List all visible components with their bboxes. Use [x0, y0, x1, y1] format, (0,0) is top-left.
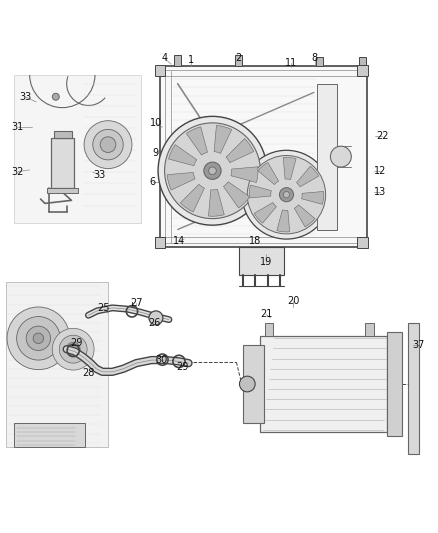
Circle shape — [240, 376, 255, 392]
Text: 37: 37 — [412, 340, 424, 350]
Text: 32: 32 — [12, 167, 24, 176]
Bar — [359, 56, 366, 66]
Text: 2: 2 — [236, 53, 242, 63]
Bar — [199, 160, 226, 182]
Bar — [239, 247, 284, 275]
Bar — [365, 323, 374, 336]
Bar — [265, 323, 273, 336]
Wedge shape — [297, 166, 319, 187]
Text: 4: 4 — [162, 53, 168, 63]
Wedge shape — [169, 144, 197, 166]
Wedge shape — [258, 163, 279, 184]
Wedge shape — [180, 184, 205, 212]
Bar — [260, 336, 387, 432]
Wedge shape — [187, 127, 208, 155]
Circle shape — [208, 167, 216, 175]
Bar — [174, 55, 181, 66]
Bar — [155, 237, 166, 248]
Text: 6: 6 — [150, 176, 156, 187]
Circle shape — [165, 123, 260, 219]
Text: 21: 21 — [260, 309, 272, 319]
Circle shape — [283, 191, 290, 198]
Wedge shape — [277, 210, 290, 232]
Text: 20: 20 — [287, 296, 299, 306]
Text: 33: 33 — [19, 92, 32, 102]
Circle shape — [66, 342, 80, 356]
Circle shape — [33, 333, 44, 344]
Bar — [6, 282, 108, 447]
Bar — [47, 188, 78, 193]
Bar — [276, 186, 297, 204]
Bar — [14, 423, 85, 447]
Bar — [53, 131, 72, 138]
Text: 29: 29 — [70, 338, 82, 348]
Bar — [243, 345, 264, 423]
Wedge shape — [226, 139, 254, 163]
Text: 12: 12 — [374, 166, 386, 176]
Wedge shape — [249, 185, 271, 198]
Bar — [160, 66, 367, 247]
Text: 31: 31 — [12, 122, 24, 132]
Bar — [317, 84, 336, 230]
Text: 10: 10 — [150, 118, 162, 128]
Circle shape — [100, 137, 116, 152]
Circle shape — [330, 146, 351, 167]
Circle shape — [59, 335, 87, 363]
Circle shape — [26, 326, 50, 351]
Circle shape — [52, 328, 94, 370]
Wedge shape — [294, 205, 315, 227]
Text: 25: 25 — [97, 303, 110, 313]
Text: 33: 33 — [93, 170, 106, 180]
Text: 18: 18 — [249, 236, 261, 246]
Wedge shape — [214, 125, 232, 154]
Bar — [357, 66, 368, 76]
Wedge shape — [231, 167, 258, 182]
Circle shape — [84, 120, 132, 168]
Bar — [14, 75, 141, 223]
Text: 30: 30 — [155, 355, 168, 365]
Circle shape — [52, 93, 59, 100]
Text: 11: 11 — [285, 58, 297, 68]
Wedge shape — [167, 172, 195, 190]
Bar — [235, 55, 242, 66]
Wedge shape — [302, 191, 324, 204]
Text: 22: 22 — [376, 131, 389, 141]
Text: 19: 19 — [260, 257, 272, 267]
Wedge shape — [254, 203, 276, 223]
Circle shape — [247, 156, 325, 234]
Wedge shape — [283, 157, 296, 180]
Text: 27: 27 — [130, 298, 142, 309]
Text: 9: 9 — [153, 148, 159, 158]
Wedge shape — [223, 182, 250, 208]
Circle shape — [17, 317, 60, 360]
Circle shape — [242, 150, 331, 239]
Circle shape — [204, 162, 221, 180]
Text: 1: 1 — [187, 55, 194, 65]
Text: 13: 13 — [374, 187, 386, 197]
Circle shape — [158, 116, 267, 225]
Circle shape — [149, 311, 163, 325]
Bar — [408, 323, 419, 454]
Text: 14: 14 — [173, 236, 185, 246]
Text: 26: 26 — [148, 318, 161, 328]
Text: 29: 29 — [176, 361, 188, 372]
Bar — [357, 237, 368, 248]
Text: 28: 28 — [82, 368, 95, 378]
Circle shape — [279, 188, 293, 201]
Bar — [155, 66, 166, 76]
Circle shape — [93, 130, 123, 160]
Bar — [316, 56, 322, 66]
Text: 8: 8 — [312, 53, 318, 63]
Wedge shape — [208, 189, 224, 216]
Circle shape — [7, 307, 70, 370]
Bar — [51, 138, 74, 188]
Bar — [387, 332, 402, 436]
